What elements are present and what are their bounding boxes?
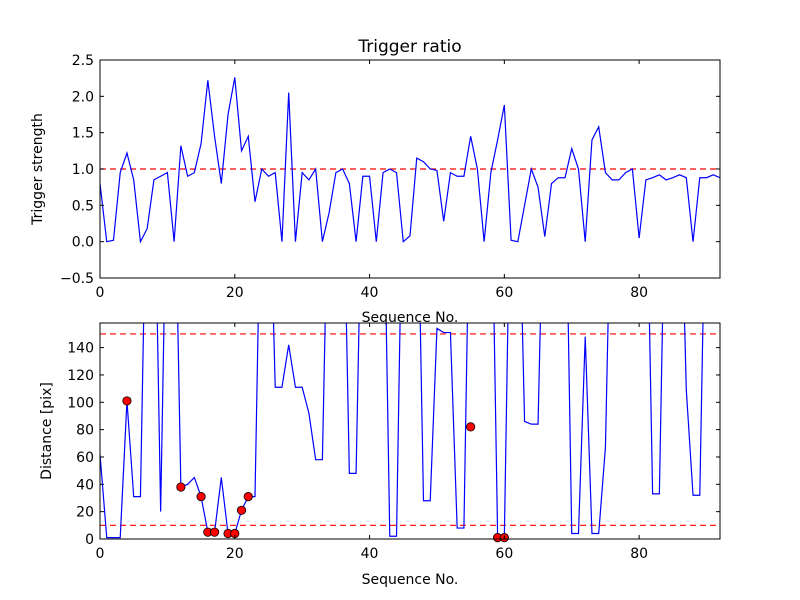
bottom-highlight-point — [196, 492, 206, 502]
bottom-y-tick-label: 20 — [76, 505, 94, 521]
bottom-highlight-point — [209, 527, 220, 537]
top-y-tick-label: 2.5 — [72, 53, 94, 69]
y-axis-label-bottom: Distance [pix] — [39, 382, 55, 480]
top-x-tick-label: 40 — [361, 285, 379, 301]
axis-ticks-bottom: 0 20 40 60 80 0 20 40 60 80 100 120 140 — [67, 323, 720, 562]
bottom-x-tick-label: 40 — [361, 546, 379, 562]
plot-frame-bottom — [99, 322, 721, 540]
bottom-y-tick-label: 60 — [76, 450, 94, 466]
highlight-markers — [122, 396, 509, 543]
bottom-highlight-point — [176, 482, 186, 492]
bottom-x-tick-label: 0 — [96, 546, 105, 562]
top-x-tick-label: 0 — [96, 285, 105, 301]
top-y-tick-label: 0.0 — [72, 235, 94, 251]
top-y-tick-label: 2.0 — [72, 89, 94, 105]
bottom-y-tick-label: 40 — [76, 477, 94, 493]
plot-area-bottom — [100, 323, 720, 539]
bottom-y-tick-label: 100 — [67, 395, 94, 411]
top-x-tick-label: 60 — [495, 285, 513, 301]
bottom-y-tick-label: 140 — [67, 341, 94, 357]
chart-trigger-ratio: Trigger ratio 0 20 40 60 80 −0.5 0.0 0.5 1.0 1.5 2… — [30, 37, 721, 326]
top-series-line — [100, 77, 720, 244]
top-y-tick-label: 1.5 — [72, 126, 94, 142]
top-y-tick-label: 0.5 — [72, 198, 94, 214]
bottom-y-tick-label: 0 — [85, 532, 94, 548]
bottom-x-tick-label: 60 — [495, 546, 513, 562]
bottom-x-tick-label: 20 — [226, 546, 244, 562]
x-axis-label-top: Sequence No. — [362, 310, 459, 326]
top-y-tick-label: 1.0 — [72, 162, 94, 178]
bottom-highlight-point — [466, 422, 476, 432]
axis-ticks-top: 0 20 40 60 80 −0.5 0.0 0.5 1.0 1.5 2.0 2.5 — [60, 53, 720, 301]
bottom-highlight-point — [236, 505, 247, 515]
x-axis-label-bottom: Sequence No. — [362, 572, 459, 588]
bottom-y-tick-label: 120 — [67, 368, 94, 384]
top-y-tick-label: −0.5 — [60, 271, 94, 287]
chart-title: Trigger ratio — [357, 37, 461, 57]
bottom-y-tick-label: 80 — [76, 423, 94, 439]
bottom-highlight-point — [243, 492, 253, 502]
plot-area-top — [100, 77, 720, 244]
chart-distance: 0 20 40 60 80 0 20 40 60 80 100 120 140 Sequence No.… — [39, 322, 721, 588]
bottom-series-line — [100, 323, 704, 539]
bottom-highlight-point — [122, 396, 132, 406]
top-x-tick-label: 80 — [630, 285, 648, 301]
y-axis-label-top: Trigger strength — [30, 113, 46, 226]
bottom-x-tick-label: 80 — [630, 546, 648, 562]
top-x-tick-label: 20 — [226, 285, 244, 301]
